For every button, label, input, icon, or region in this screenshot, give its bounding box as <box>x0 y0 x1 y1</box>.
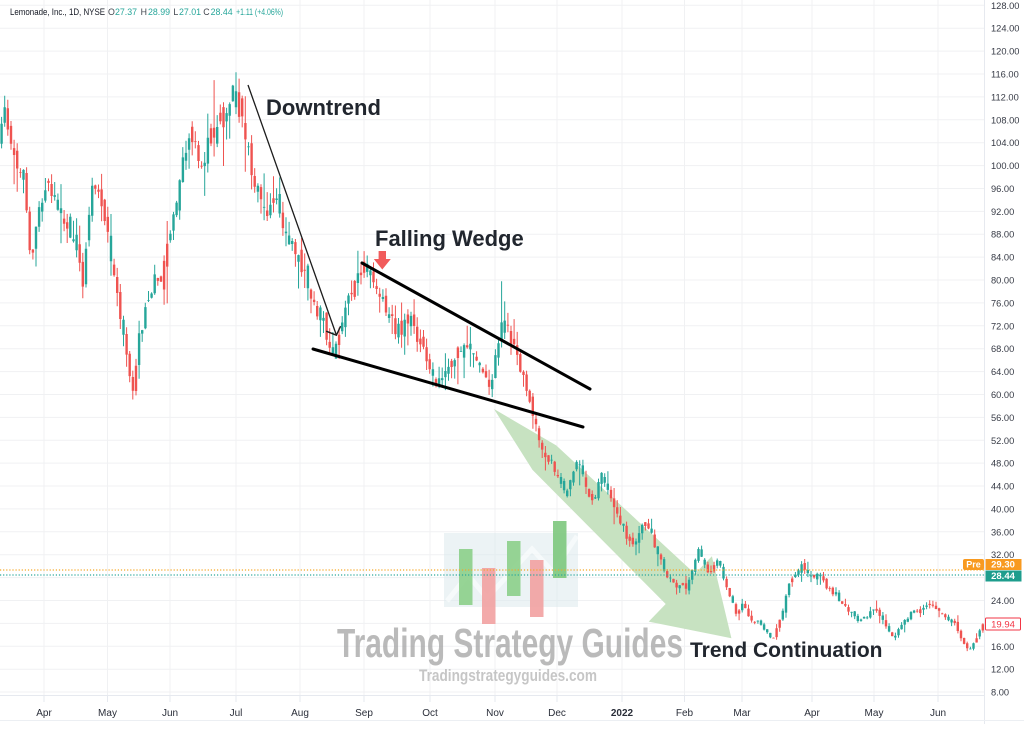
svg-text:128.00: 128.00 <box>991 1 1019 11</box>
svg-text:Jun: Jun <box>162 708 178 719</box>
svg-text:84.00: 84.00 <box>991 253 1014 263</box>
svg-text:2022: 2022 <box>611 708 634 719</box>
svg-text:104.00: 104.00 <box>991 138 1019 148</box>
svg-text:64.00: 64.00 <box>991 367 1014 377</box>
svg-text:Aug: Aug <box>291 708 309 719</box>
svg-text:76.00: 76.00 <box>991 298 1014 308</box>
svg-text:40.00: 40.00 <box>991 504 1014 514</box>
svg-text:Tradingstrategyguides.com: Tradingstrategyguides.com <box>419 666 597 685</box>
svg-text:Downtrend: Downtrend <box>266 95 381 120</box>
svg-text:88.00: 88.00 <box>991 230 1014 240</box>
svg-text:80.00: 80.00 <box>991 276 1014 286</box>
svg-text:36.00: 36.00 <box>991 527 1014 537</box>
svg-text:Jun: Jun <box>930 708 946 719</box>
svg-text:May: May <box>98 708 117 719</box>
svg-text:Sep: Sep <box>355 708 373 719</box>
svg-text:Apr: Apr <box>36 708 52 719</box>
svg-text:May: May <box>865 708 884 719</box>
svg-text:28.44: 28.44 <box>991 571 1015 582</box>
svg-text:124.00: 124.00 <box>991 24 1019 34</box>
svg-text:116.00: 116.00 <box>991 70 1019 80</box>
svg-text:Nov: Nov <box>486 708 504 719</box>
svg-text:Falling Wedge: Falling Wedge <box>375 226 524 251</box>
svg-text:96.00: 96.00 <box>991 184 1014 194</box>
svg-text:8.00: 8.00 <box>991 688 1009 698</box>
svg-text:Feb: Feb <box>676 708 694 719</box>
svg-text:100.00: 100.00 <box>991 161 1019 171</box>
svg-text:52.00: 52.00 <box>991 436 1014 446</box>
svg-text:68.00: 68.00 <box>991 344 1014 354</box>
svg-text:19.94: 19.94 <box>991 620 1015 631</box>
svg-text:Mar: Mar <box>733 708 751 719</box>
svg-text:12.00: 12.00 <box>991 665 1014 675</box>
svg-text:108.00: 108.00 <box>991 115 1019 125</box>
svg-text:72.00: 72.00 <box>991 321 1014 331</box>
svg-text:Oct: Oct <box>422 708 438 719</box>
svg-text:Dec: Dec <box>548 708 566 719</box>
svg-text:44.00: 44.00 <box>991 482 1014 492</box>
svg-text:60.00: 60.00 <box>991 390 1014 400</box>
svg-text:Apr: Apr <box>804 708 820 719</box>
svg-text:Jul: Jul <box>230 708 243 719</box>
svg-text:56.00: 56.00 <box>991 413 1014 423</box>
svg-text:48.00: 48.00 <box>991 459 1014 469</box>
svg-text:Trading Strategy Guides: Trading Strategy Guides <box>337 620 683 666</box>
svg-text:24.00: 24.00 <box>991 596 1014 606</box>
svg-text:32.00: 32.00 <box>991 550 1014 560</box>
svg-text:112.00: 112.00 <box>991 92 1019 102</box>
svg-text:16.00: 16.00 <box>991 642 1014 652</box>
svg-text:Pre: Pre <box>966 560 981 570</box>
svg-text:29.30: 29.30 <box>991 560 1015 571</box>
svg-text:92.00: 92.00 <box>991 207 1014 217</box>
svg-text:120.00: 120.00 <box>991 47 1019 57</box>
svg-text:Trend Continuation: Trend Continuation <box>690 639 882 662</box>
